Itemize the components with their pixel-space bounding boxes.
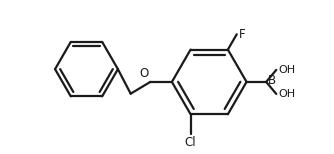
Text: Cl: Cl: [185, 136, 196, 149]
Text: B: B: [268, 74, 276, 87]
Text: OH: OH: [278, 89, 295, 99]
Text: O: O: [139, 67, 148, 80]
Text: OH: OH: [278, 65, 295, 75]
Text: F: F: [239, 28, 245, 41]
